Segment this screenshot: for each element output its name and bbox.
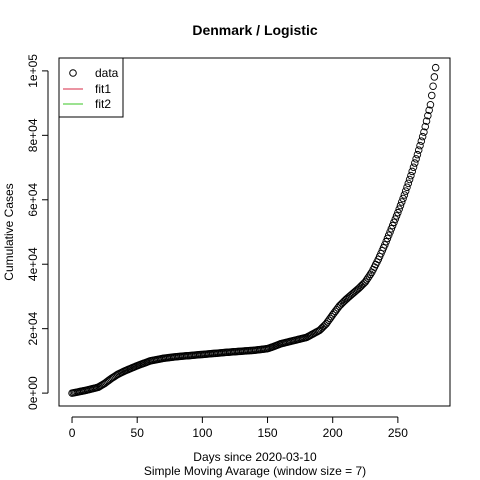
data-point xyxy=(422,117,431,125)
data-point xyxy=(365,272,373,280)
data-point xyxy=(408,167,416,176)
x-axis: 0 50 100 150 200 250 xyxy=(69,416,408,440)
data-point xyxy=(398,198,406,206)
plot-area xyxy=(58,57,451,407)
data-point xyxy=(318,323,327,332)
data-point xyxy=(424,111,432,120)
data-point xyxy=(401,187,410,195)
y-tick-label: 8e+04 xyxy=(26,118,40,152)
x-axis-label: Days since 2020-03-10 xyxy=(193,450,317,464)
data-point xyxy=(411,159,419,167)
data-point xyxy=(319,322,328,331)
data-point xyxy=(414,146,423,154)
data-point xyxy=(421,122,429,131)
data-point xyxy=(426,100,435,109)
x-tick-label: 100 xyxy=(192,426,212,440)
data-point xyxy=(407,171,415,180)
data-point xyxy=(335,302,343,310)
data-point xyxy=(361,278,370,286)
data-point xyxy=(417,137,426,145)
y-tick-label: 4e+04 xyxy=(26,247,40,281)
legend-entry-data: data xyxy=(95,66,119,80)
data-point xyxy=(104,376,113,385)
data-point xyxy=(425,106,433,114)
x-tick-label: 250 xyxy=(388,426,408,440)
data-point xyxy=(338,299,346,308)
data-point xyxy=(399,194,407,203)
data-point xyxy=(362,276,371,284)
data-point xyxy=(412,155,420,163)
data-point xyxy=(400,191,409,199)
data-point xyxy=(364,274,372,282)
data-point xyxy=(387,225,396,233)
data-point xyxy=(409,163,418,171)
x-tick-label: 0 xyxy=(69,426,76,440)
data-point xyxy=(404,179,413,188)
data-point xyxy=(396,201,405,210)
data-point xyxy=(355,284,363,293)
data-point xyxy=(428,91,436,100)
data-point xyxy=(392,212,401,220)
data-point xyxy=(391,215,400,223)
data-series xyxy=(68,63,440,397)
data-point xyxy=(429,82,437,90)
data-point xyxy=(403,183,411,191)
data-point xyxy=(416,141,424,150)
y-axis-label: Cumulative Cases xyxy=(2,183,16,280)
data-point xyxy=(413,150,422,159)
data-point xyxy=(381,241,389,249)
data-point xyxy=(420,128,428,136)
legend-entry-fit2: fit2 xyxy=(95,97,111,111)
data-point xyxy=(418,132,427,141)
x-tick-label: 50 xyxy=(131,426,145,440)
data-point xyxy=(405,175,414,184)
data-point xyxy=(383,234,392,243)
y-tick-label: 0e+00 xyxy=(26,376,40,410)
data-point xyxy=(357,282,366,290)
legend-data-marker-icon xyxy=(69,69,77,77)
plot-border xyxy=(58,57,451,407)
data-point xyxy=(358,280,367,289)
data-point xyxy=(382,237,390,246)
data-point xyxy=(315,326,324,335)
y-axis: 0e+00 2e+04 4e+04 6e+04 8e+04 1e+05 xyxy=(26,54,49,410)
legend-entry-fit1: fit1 xyxy=(95,82,111,96)
x-axis-subtitle: Simple Moving Avarage (window size = 7) xyxy=(144,464,366,478)
data-point xyxy=(317,325,325,333)
data-point xyxy=(431,63,440,72)
data-point xyxy=(386,228,394,236)
data-point xyxy=(384,231,393,239)
legend-box xyxy=(58,57,124,118)
data-point xyxy=(395,205,403,213)
data-point xyxy=(388,221,397,230)
x-tick-label: 200 xyxy=(323,426,343,440)
data-point xyxy=(366,270,375,278)
legend: data fit1 fit2 xyxy=(58,57,124,118)
data-point xyxy=(356,283,364,291)
y-tick-label: 6e+04 xyxy=(26,183,40,217)
data-point xyxy=(390,218,398,227)
data-point xyxy=(353,285,362,294)
y-tick-label: 1e+05 xyxy=(26,54,40,88)
data-point xyxy=(430,73,439,81)
chart-title: Denmark / Logistic xyxy=(192,22,317,38)
y-tick-label: 2e+04 xyxy=(26,311,40,345)
data-point xyxy=(336,301,345,309)
data-point xyxy=(394,208,402,217)
x-tick-label: 150 xyxy=(258,426,278,440)
